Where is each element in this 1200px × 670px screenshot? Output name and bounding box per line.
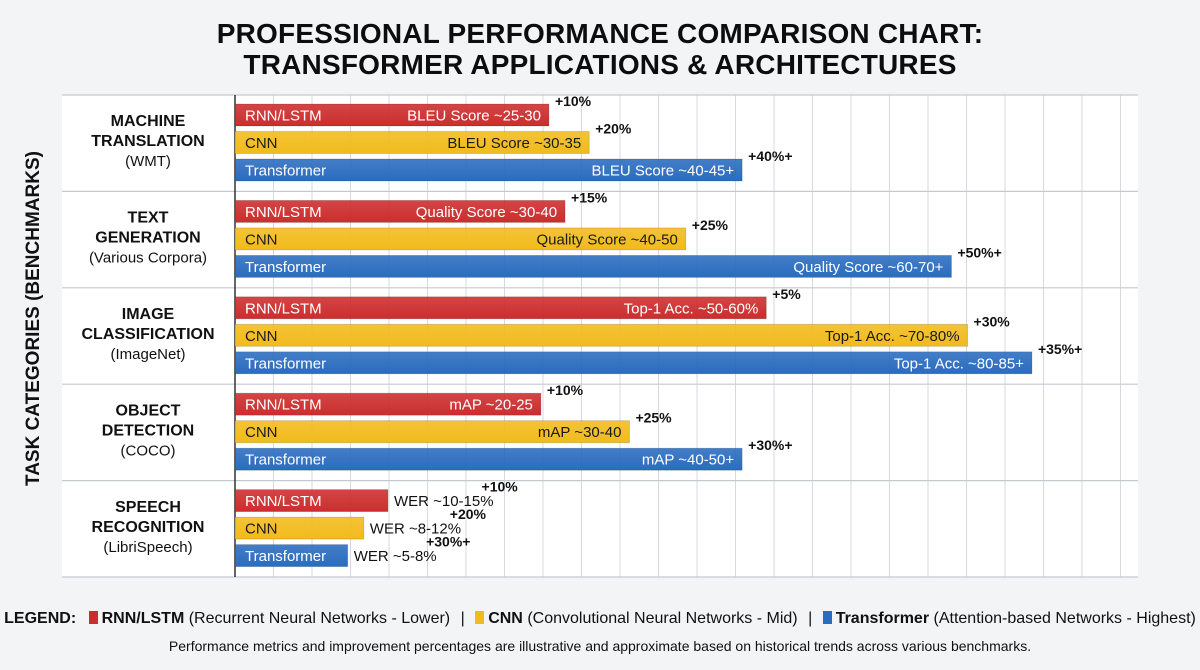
category-benchmark: (LibriSpeech) xyxy=(103,539,192,556)
bar-series-label: Transformer xyxy=(245,548,326,565)
improvement-label: +10% xyxy=(547,382,584,398)
category-name: CLASSIFICATION xyxy=(81,326,214,343)
bar-value-label: mAP ~20-25 xyxy=(449,397,533,414)
bar-series-label: Transformer xyxy=(245,452,326,469)
improvement-label: +20% xyxy=(595,121,632,137)
improvement-label: +25% xyxy=(635,410,672,426)
bar-rnn xyxy=(234,489,389,513)
bar-series-label: Transformer xyxy=(245,163,326,180)
improvement-label: +5% xyxy=(772,286,801,302)
bar-transformer xyxy=(234,254,952,278)
improvement-label: +15% xyxy=(571,189,608,205)
improvement-label: +30% xyxy=(974,313,1011,329)
category-benchmark: (ImageNet) xyxy=(110,346,185,363)
bar-value-label: Top-1 Acc. ~70-80% xyxy=(825,328,960,345)
bar-rnn xyxy=(234,392,542,416)
bar-cnn xyxy=(234,420,630,444)
improvement-label: +30%+ xyxy=(426,534,470,550)
bar-value-label: BLEU Score ~40-45+ xyxy=(592,163,735,180)
legend-name-rnn: RNN/LSTM xyxy=(101,610,185,627)
bar-series-label: Transformer xyxy=(245,355,326,372)
bar-value-label: mAP ~30-40 xyxy=(538,424,622,441)
category-benchmark: (Various Corpora) xyxy=(89,250,207,267)
bar-series-label: Transformer xyxy=(245,259,326,276)
category-name: TEXT xyxy=(128,210,169,227)
chart-title-line-1: PROFESSIONAL PERFORMANCE COMPARISON CHAR… xyxy=(216,18,984,49)
legend-desc-rnn: (Recurrent Neural Networks - Lower) xyxy=(188,610,451,627)
bar-value-label: Top-1 Acc. ~50-60% xyxy=(624,300,759,317)
legend-swatch-rnn xyxy=(88,611,98,624)
improvement-label: +50%+ xyxy=(957,244,1001,260)
bar-series-label: CNN xyxy=(245,424,278,441)
bar-value-label: BLEU Score ~25-30 xyxy=(407,108,541,125)
bar-value-label: Quality Score ~60-70+ xyxy=(793,259,943,276)
legend-name-cnn: CNN xyxy=(488,610,523,627)
improvement-label: +20% xyxy=(450,506,487,522)
legend: LEGEND: RNN/LSTM (Recurrent Neural Netwo… xyxy=(0,610,1200,628)
bar-cnn xyxy=(234,227,687,251)
legend-desc-cnn: (Convolutional Neural Networks - Mid) xyxy=(527,610,798,627)
bar-series-label: RNN/LSTM xyxy=(245,108,322,125)
bar-transformer xyxy=(234,544,349,567)
legend-label: LEGEND: xyxy=(4,610,77,627)
improvement-label: +35%+ xyxy=(1038,341,1082,357)
bar-value-label: Top-1 Acc. ~80-85+ xyxy=(894,355,1024,372)
bar-series-label: CNN xyxy=(245,328,278,345)
category-name: DETECTION xyxy=(102,422,194,439)
bar-rnn xyxy=(234,103,550,127)
improvement-label: +40%+ xyxy=(748,148,792,164)
legend-separator: | xyxy=(460,610,465,627)
category-benchmark: (COCO) xyxy=(121,442,176,459)
bar-series-label: CNN xyxy=(245,521,278,538)
bar-transformer xyxy=(234,351,1033,375)
bar-transformer xyxy=(234,158,743,182)
bar-value-label: mAP ~40-50+ xyxy=(642,452,735,469)
improvement-label: +10% xyxy=(482,479,519,495)
bar-series-label: RNN/LSTM xyxy=(245,493,322,510)
bar-rnn xyxy=(234,199,566,223)
category-name: SPEECH xyxy=(115,499,181,516)
bar-value-label: Quality Score ~30-40 xyxy=(416,204,557,221)
legend-desc-transformer: (Attention-based Networks - Highest) xyxy=(933,610,1196,627)
improvement-label: +10% xyxy=(555,93,592,109)
bar-chart: MACHINE TRANSLATION (WMT) RNN/LSTM BLEU Scor… xyxy=(62,93,1138,578)
category-name: IMAGE xyxy=(122,306,175,323)
bar-value-label: WER ~5-8% xyxy=(354,548,437,565)
category-name: OBJECT xyxy=(116,402,181,419)
bar-series-label: CNN xyxy=(245,231,278,248)
bar-cnn xyxy=(234,516,365,540)
bar-series-label: RNN/LSTM xyxy=(245,204,322,221)
bar-rnn xyxy=(234,296,767,320)
bar-series-label: RNN/LSTM xyxy=(245,300,322,317)
footnote: Performance metrics and improvement perc… xyxy=(168,638,1032,654)
legend-swatch-transformer xyxy=(822,611,832,624)
bar-value-label: Quality Score ~40-50 xyxy=(536,231,677,248)
bar-cnn xyxy=(234,131,590,154)
category-name: TRANSLATION xyxy=(91,133,204,150)
chart-title-line-2: TRANSFORMER APPLICATIONS & ARCHITECTURES xyxy=(243,49,957,80)
legend-name-transformer: Transformer xyxy=(835,610,930,627)
category-name: RECOGNITION xyxy=(92,519,205,536)
bar-transformer xyxy=(234,447,743,471)
legend-swatch-cnn xyxy=(475,611,485,624)
improvement-label: +25% xyxy=(692,217,729,233)
category-benchmark: (WMT) xyxy=(125,153,171,170)
bar-series-label: RNN/LSTM xyxy=(245,397,322,414)
y-axis-title: TASK CATEGORIES (BENCHMARKS) xyxy=(23,151,44,486)
category-name: GENERATION xyxy=(95,230,200,247)
category-name: MACHINE xyxy=(111,113,186,130)
legend-separator: | xyxy=(808,610,813,627)
bar-value-label: BLEU Score ~30-35 xyxy=(447,135,581,152)
bar-cnn xyxy=(234,323,968,347)
bar-series-label: CNN xyxy=(245,135,278,152)
improvement-label: +30%+ xyxy=(748,437,792,453)
bar-value-label: WER ~8-12% xyxy=(370,521,461,538)
bar-value-label: WER ~10-15% xyxy=(394,493,494,510)
